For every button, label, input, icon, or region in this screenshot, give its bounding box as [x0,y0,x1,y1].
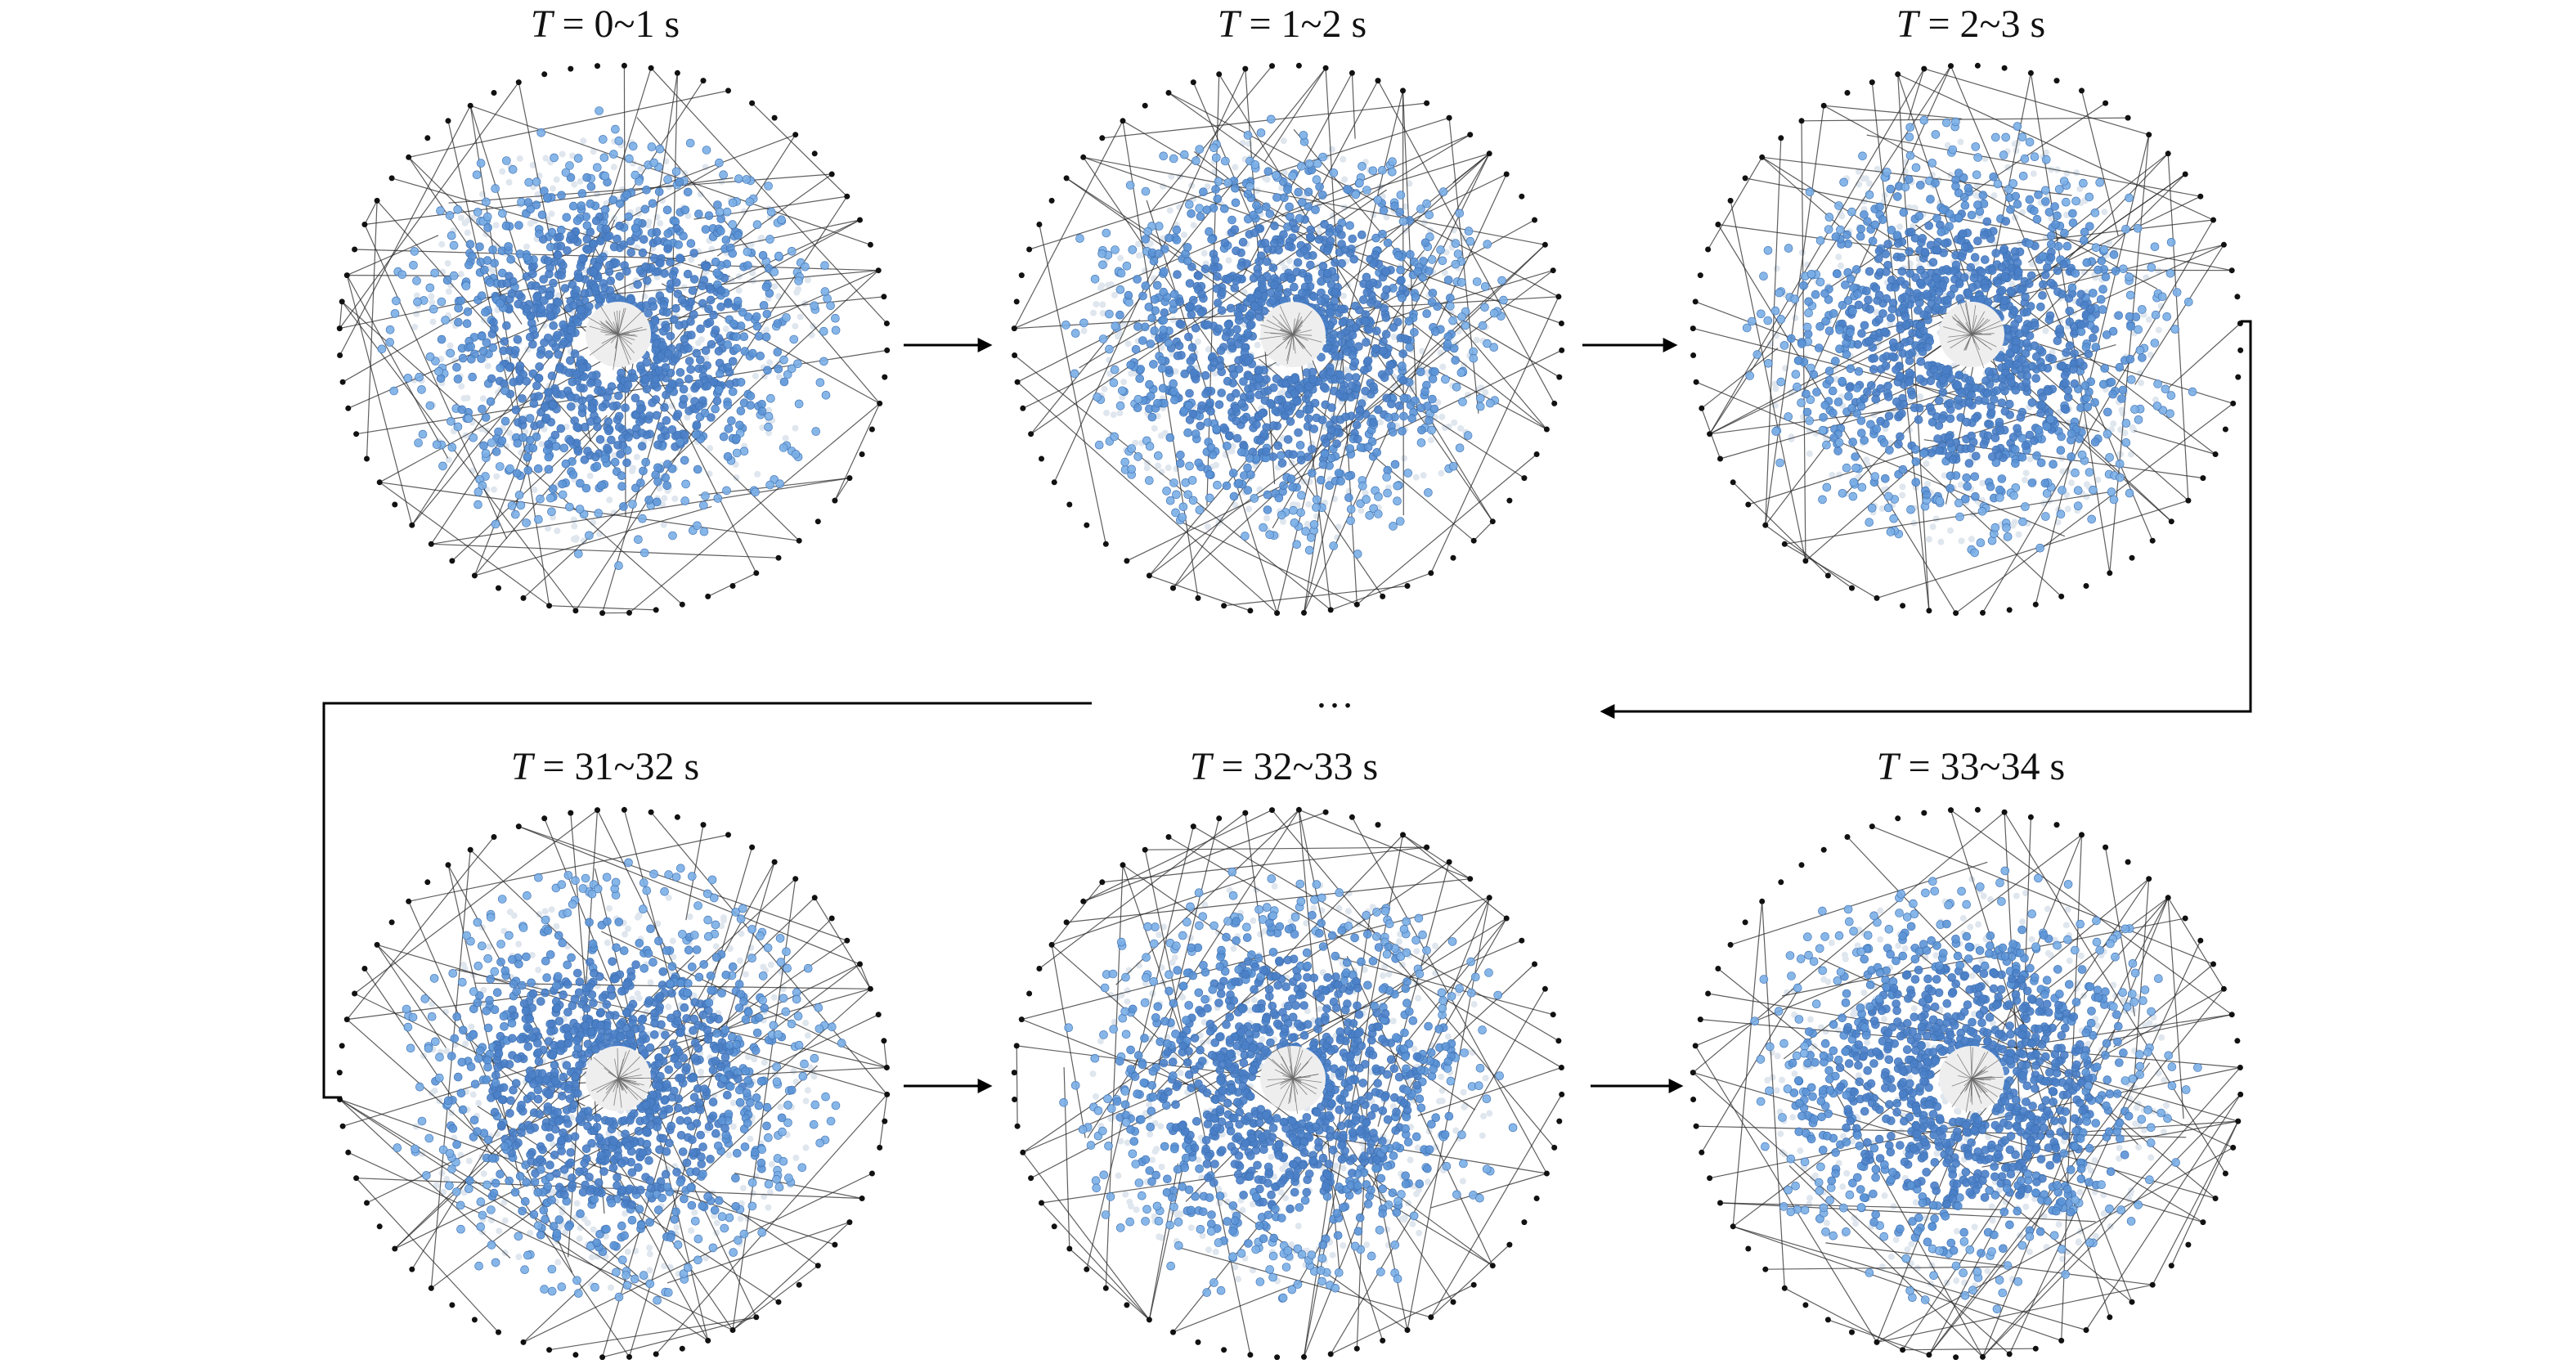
central-hub [1259,302,1326,367]
time-variable: T [1896,2,1919,46]
ellipsis: … [1315,672,1356,717]
panel-title-t-0-1: T = 0~1 s [393,2,818,47]
panel-t-32-33 [1012,807,1564,1360]
central-hub [586,1046,651,1111]
time-range-label: = 1~2 s [1239,2,1367,46]
panel-title-t-33-34: T = 33~34 s [1758,744,2183,789]
time-variable: T [1218,2,1240,46]
central-hub [586,302,651,370]
time-range-label: = 33~34 s [1898,745,2065,788]
time-range-label: = 2~3 s [1918,2,2045,46]
panel-t-1-2 [1012,63,1564,616]
panel-title-t-2-3: T = 2~3 s [1758,2,2183,47]
time-variable: T [531,2,553,46]
time-variable: T [1877,745,1899,788]
time-range-label: = 32~33 s [1211,745,1378,788]
panel-t-2-3 [1690,63,2243,616]
panel-title-t-32-33: T = 32~33 s [1071,744,1497,789]
central-hub [1939,1046,2004,1113]
panel-title-t-1-2: T = 1~2 s [1079,2,1505,47]
panel-t-33-34 [1690,807,2243,1360]
time-range-label: = 0~1 s [552,2,680,46]
time-range-label: = 31~32 s [532,745,699,788]
panel-t-31-32 [337,807,890,1360]
time-variable: T [1190,745,1212,788]
panel-title-t-31-32: T = 31~32 s [393,744,818,789]
time-variable: T [511,745,533,788]
panel-t-0-1 [337,63,890,616]
